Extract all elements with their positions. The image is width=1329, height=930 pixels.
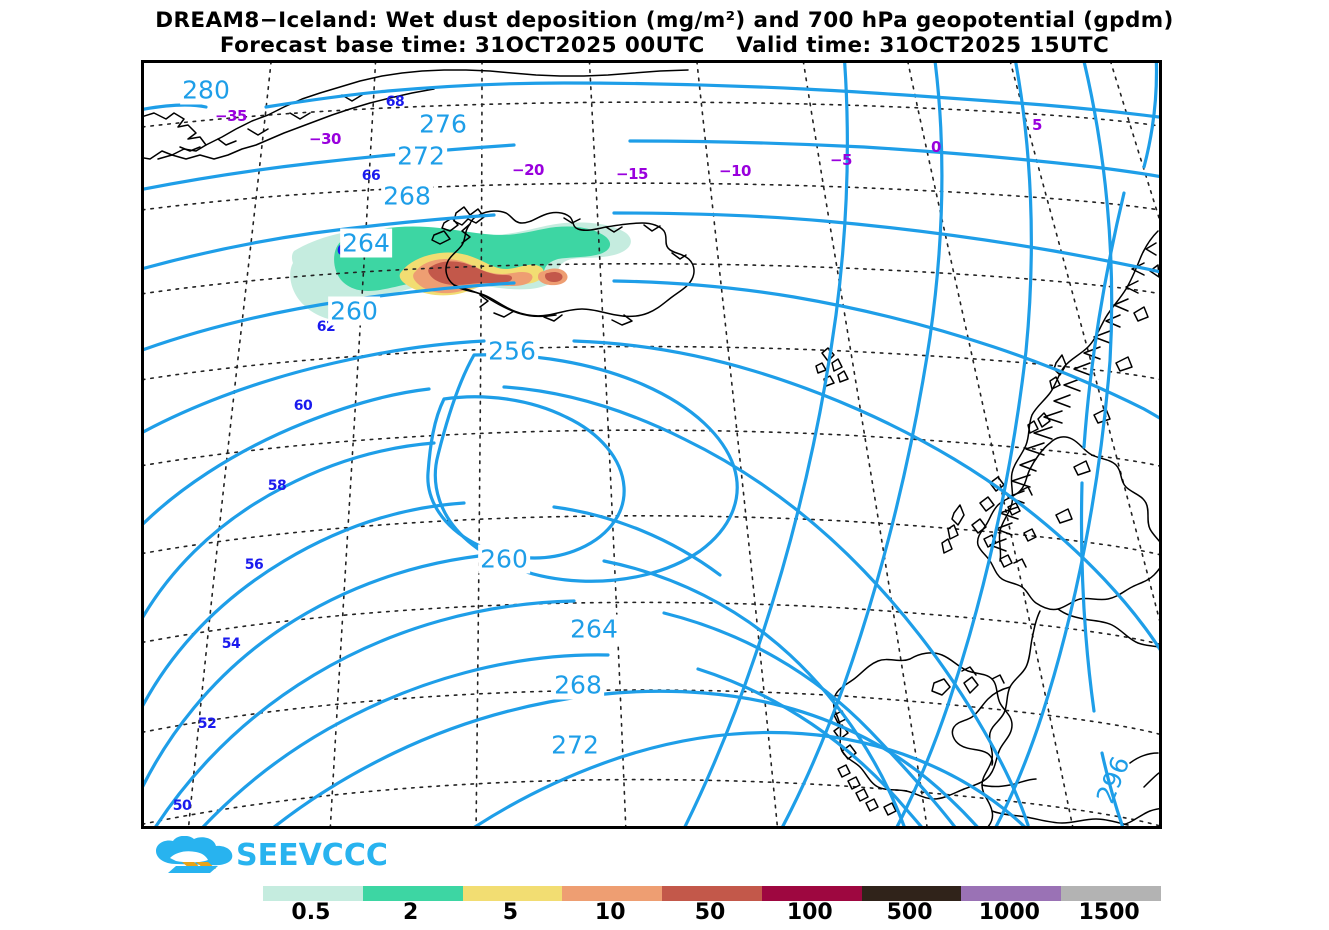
colorbar <box>263 886 1162 901</box>
colorbar-segment-6 <box>861 886 962 901</box>
geopotential-contours <box>144 63 1159 826</box>
colorbar-segment-5 <box>761 886 862 901</box>
chart-title-block: DREAM8−Iceland: Wet dust deposition (mg/… <box>0 8 1329 58</box>
colorbar-labels: 0.5 2 5 10 50 100 500 1000 1500 <box>0 900 1329 930</box>
map-canvas <box>144 63 1159 826</box>
colorbar-segment-2 <box>462 886 563 901</box>
colorbar-segment-1 <box>362 886 463 901</box>
colorbar-segment-3 <box>562 886 663 901</box>
seevccc-logo-icon <box>156 836 233 873</box>
colorbar-tick-4: 50 <box>694 900 726 925</box>
colorbar-tick-2: 5 <box>502 900 519 925</box>
colorbar-segment-7 <box>961 886 1062 901</box>
colorbar-segment-8 <box>1061 886 1162 901</box>
colorbar-tick-1: 2 <box>403 900 419 925</box>
colorbar-segment-4 <box>662 886 762 901</box>
colorbar-tick-7: 1000 <box>978 900 1040 925</box>
chart-subtitle: Forecast base time: 31OCT2025 00UTC Vali… <box>219 33 1110 58</box>
colorbar-tick-5: 100 <box>786 900 833 925</box>
page-title: DREAM8−Iceland: Wet dust deposition (mg/… <box>155 8 1174 33</box>
colorbar-tick-0: 0.5 <box>291 900 331 925</box>
colorbar-segment-0 <box>263 886 363 901</box>
colorbar-tick-8: 1500 <box>1078 900 1140 925</box>
deposition-plume <box>290 222 631 321</box>
colorbar-tick-6: 500 <box>886 900 933 925</box>
colorbar-tick-3: 10 <box>594 900 626 925</box>
map-panel: −35 −30 −25 −20 −15 −10 −5 0 5 68 66 64 62 60 58 56 54 52… <box>141 60 1162 829</box>
cloud-base <box>168 866 218 873</box>
cloud-highlight <box>170 851 208 863</box>
logo-text: SEEVCCC <box>236 838 388 873</box>
